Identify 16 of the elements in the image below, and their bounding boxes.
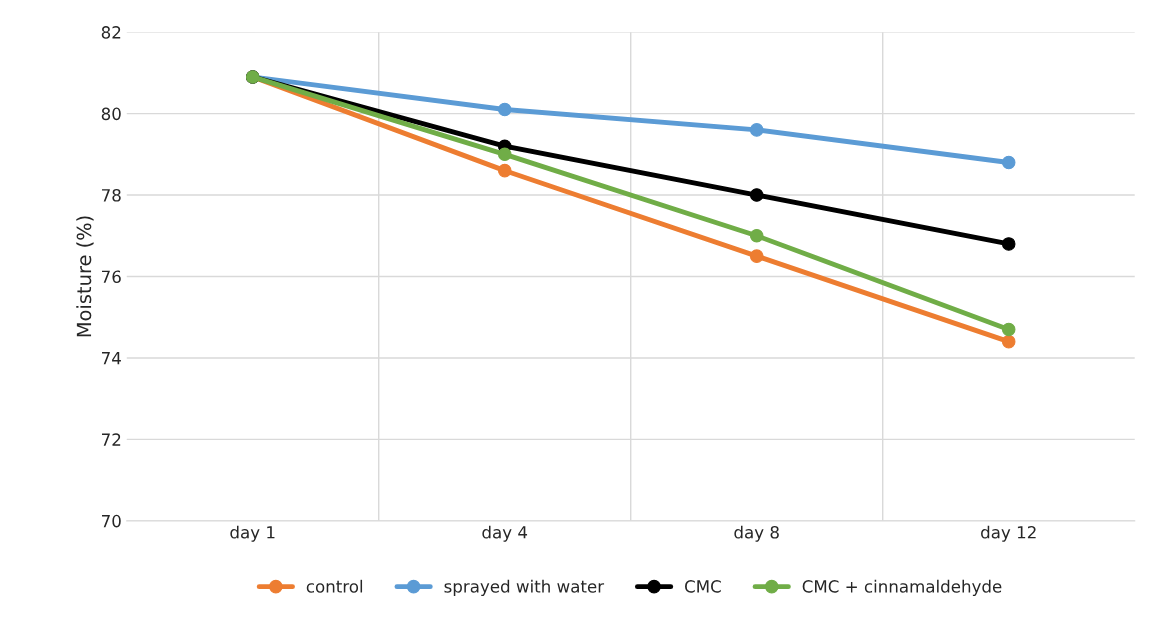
x-tick-label: day 4	[482, 525, 528, 542]
y-tick-label: 82	[101, 26, 121, 39]
y-tick-label: 80	[101, 107, 121, 121]
y-axis-title: Moisture (%)	[76, 216, 94, 337]
legend-label: CMC	[685, 580, 721, 593]
legend-label: CMC + cinnamaldehyde	[802, 579, 1002, 596]
y-tick-label: 76	[102, 270, 121, 284]
legend-label: control	[306, 579, 363, 593]
x-tick-label: day 12	[981, 525, 1036, 542]
legend-label: sprayed with water	[444, 579, 605, 596]
y-tick-label: 74	[102, 352, 121, 365]
y-tick-label: 78	[102, 189, 121, 202]
x-tick-label: day 1	[230, 525, 275, 542]
y-tick-label: 70	[102, 514, 121, 528]
x-tick-label: day 8	[734, 525, 779, 542]
y-tick-label: 72	[102, 433, 121, 446]
